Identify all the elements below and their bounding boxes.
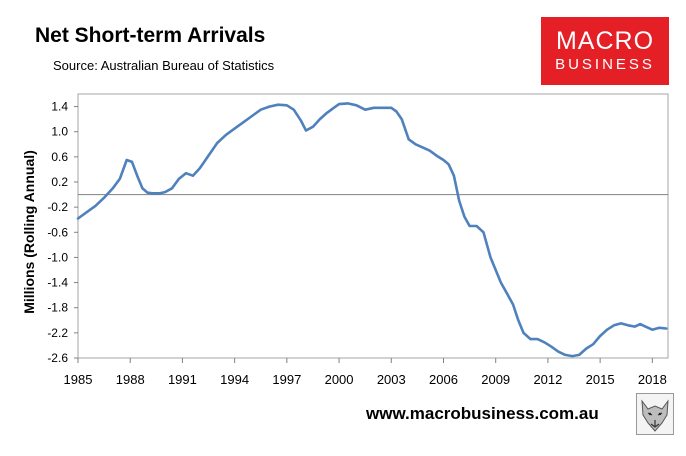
series-line [76,102,668,358]
y-axis-label: Millions (Rolling Annual) [21,150,37,314]
x-tick-label: 2015 [586,372,615,387]
x-tick-label: 1985 [64,372,93,387]
x-tick-label: 1988 [116,372,145,387]
x-tick-label: 2012 [533,372,562,387]
y-tick-label: 0.6 [51,150,68,164]
website-url: www.macrobusiness.com.au [366,404,599,423]
logo-line-1: MACRO [555,27,655,55]
y-tick-label: -1.8 [47,301,68,315]
x-tick-label: 1997 [272,372,301,387]
x-tick-label: 1994 [220,372,249,387]
y-tick-label: -1.4 [47,276,68,290]
x-tick-label: 2009 [481,372,510,387]
y-tick-label: -2.6 [47,351,68,365]
y-tick-label: -2.2 [47,326,68,340]
x-tick-label: 2003 [377,372,406,387]
y-tick-label: -0.2 [47,200,68,214]
chart-source: Source: Australian Bureau of Statistics [53,58,275,73]
x-tick-label: 2018 [638,372,667,387]
y-tick-label: 1.0 [51,125,68,139]
tick-labels: 1.4 1.0 0.6 0.2 -0.2 -0.6 -1.0 -1.4 -1.8 -2.2 -2.6… [47,100,666,387]
x-tick-label: 2006 [429,372,458,387]
y-tick-label: -0.6 [47,225,68,239]
logo-line-2: BUSINESS [555,56,655,73]
x-tick-label: 2000 [325,372,354,387]
wolf-illustration-icon [636,393,674,435]
plot-area-border [77,93,669,359]
y-tick-label: 1.4 [51,100,68,114]
chart-title: Net Short-term Arrivals [35,24,266,47]
axes [74,93,669,363]
macrobusiness-logo: MACRO BUSINESS [541,17,669,85]
y-tick-label: -1.0 [47,250,68,264]
series-layer [76,102,668,358]
y-tick-label: 0.2 [51,175,68,189]
x-tick-label: 1991 [168,372,197,387]
